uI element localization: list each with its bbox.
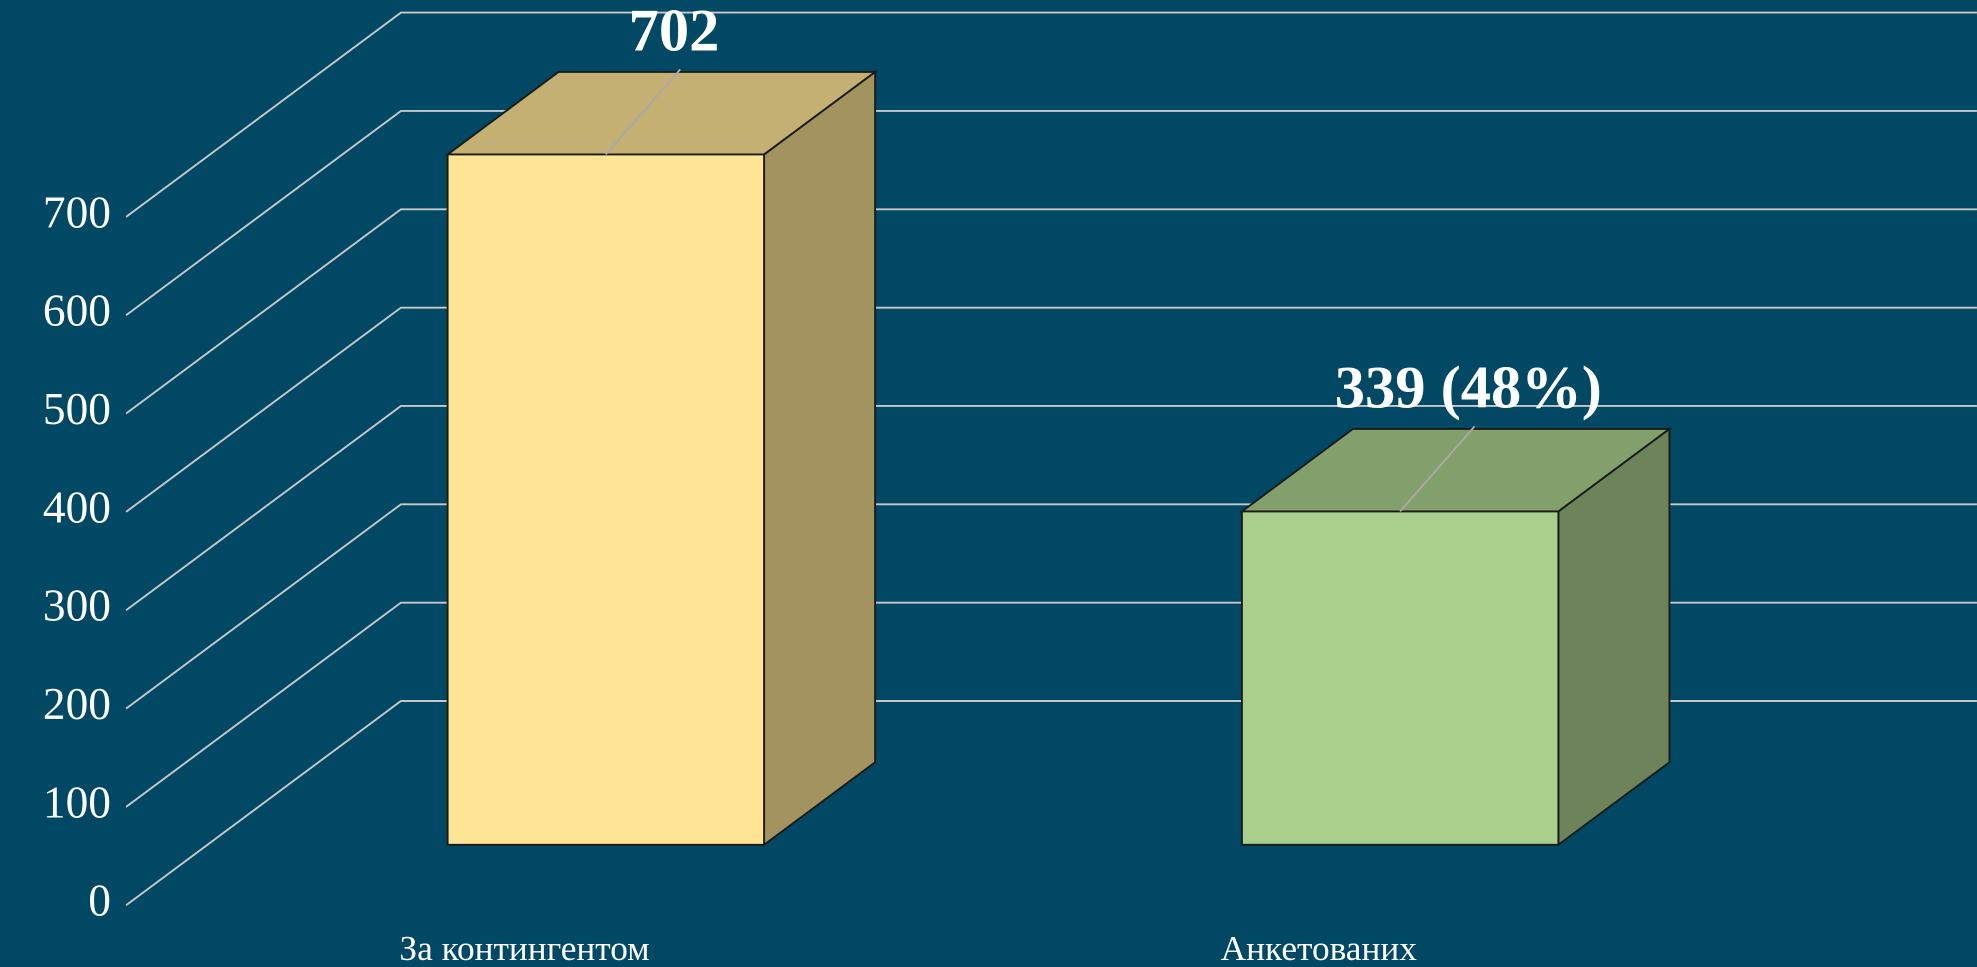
y-tick-label: 100 (43, 777, 111, 827)
y-tick-label: 400 (43, 482, 111, 532)
grid-line (125, 208, 1977, 415)
y-tick-label: 500 (43, 384, 111, 434)
leader-line (1399, 425, 1476, 513)
x-tick-label: Анкетованих (1221, 929, 1418, 967)
x-tick-label: За контингентом (399, 929, 649, 967)
bar (446, 153, 766, 846)
leader-line (605, 68, 681, 156)
value-label: 339 (48%) (1335, 354, 1602, 421)
grid-line (125, 11, 1977, 218)
grid-line (125, 110, 1977, 316)
y-tick-label: 200 (43, 679, 111, 729)
bar-side (763, 70, 877, 847)
y-tick-label: 0 (88, 876, 111, 926)
plot: 0 100 200 300 400 500 600 700 За контингентом 702… (43, 0, 1977, 967)
y-tick-label: 600 (43, 286, 111, 336)
grid-line (125, 405, 1977, 611)
y-tick-label: 300 (43, 581, 111, 631)
bar (1240, 510, 1560, 846)
grid-line (125, 306, 1977, 513)
y-tick-label: 700 (43, 187, 111, 237)
value-label: 702 (629, 0, 720, 65)
